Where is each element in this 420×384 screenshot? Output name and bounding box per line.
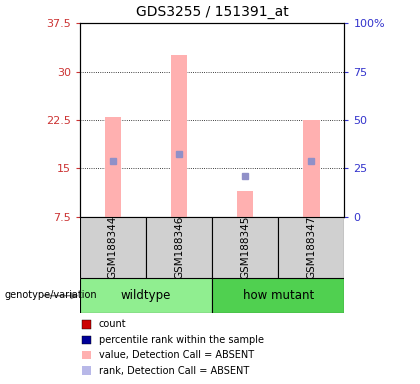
Bar [146,217,212,278]
Text: GSM188347: GSM188347 [306,216,316,280]
Text: GSM188346: GSM188346 [174,216,184,280]
Text: percentile rank within the sample: percentile rank within the sample [99,335,264,345]
Bar [171,55,187,217]
Text: value, Detection Call = ABSENT: value, Detection Call = ABSENT [99,350,254,360]
Text: GSM188345: GSM188345 [240,216,250,280]
Bar [105,117,121,217]
Bar [237,191,253,217]
Bar [212,278,344,313]
Text: count: count [99,319,126,329]
Text: genotype/variation: genotype/variation [4,290,97,300]
Text: rank, Detection Call = ABSENT: rank, Detection Call = ABSENT [99,366,249,376]
Bar [80,278,212,313]
Text: how mutant: how mutant [243,289,314,302]
Text: GSM188344: GSM188344 [108,216,118,280]
Title: GDS3255 / 151391_at: GDS3255 / 151391_at [136,5,289,19]
Bar [80,217,146,278]
Text: wildtype: wildtype [121,289,171,302]
Bar [278,217,344,278]
Bar [303,120,320,217]
Bar [212,217,278,278]
